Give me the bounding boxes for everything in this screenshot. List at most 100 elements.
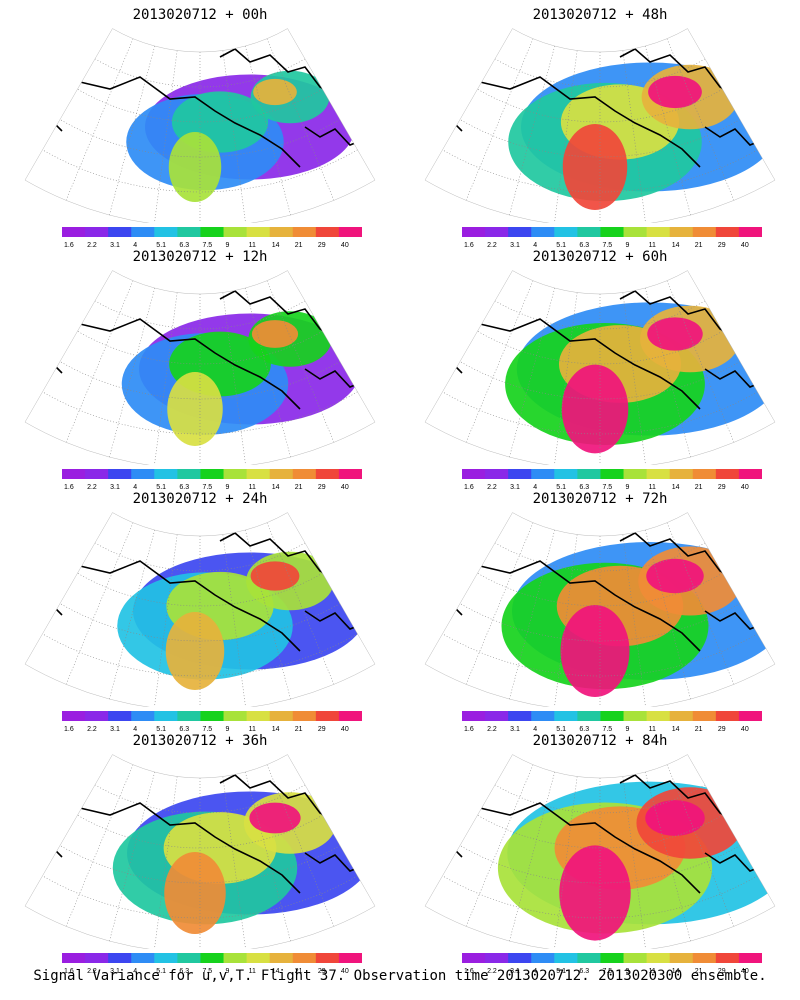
colorbar-swatch	[485, 469, 509, 479]
longitude-line	[222, 776, 246, 949]
colorbar-tick-label: 29	[318, 484, 326, 491]
variance-field	[497, 781, 775, 941]
colorbar-swatch	[600, 227, 625, 237]
colorbar-swatch	[715, 227, 740, 237]
variance-field	[121, 311, 361, 446]
colorbar-swatch	[485, 953, 509, 963]
coastline-path	[479, 560, 701, 652]
forecast-map	[24, 754, 376, 949]
colorbar-tick-label: 9	[226, 242, 230, 249]
longitude-line	[222, 50, 246, 223]
colorbar-swatch	[338, 469, 362, 479]
colorbar-tick-label: 29	[718, 242, 726, 249]
colorbar-tick-label: 7.5	[202, 242, 212, 249]
coastline-path	[79, 802, 301, 894]
colorbar-swatch	[738, 469, 762, 479]
colorbar-tick-label: 21	[695, 968, 703, 975]
latitude-line	[77, 814, 323, 849]
colorbar-swatch	[200, 711, 225, 721]
longitude-line	[554, 534, 578, 707]
graticule	[42, 38, 358, 223]
colorbar-swatch	[246, 469, 271, 479]
colorbar-swatch	[269, 227, 294, 237]
colorbar-swatch	[577, 953, 601, 963]
colorbar-tick-label: 1.6	[464, 968, 474, 975]
forecast-map	[424, 512, 776, 707]
longitude-line	[154, 776, 178, 949]
colorbar-tick-label: 4	[533, 484, 537, 491]
colorbar-tick-label: 6.3	[179, 242, 189, 249]
colorbar-tick-label: 21	[695, 726, 703, 733]
colorbar-tick-label: 40	[741, 968, 749, 975]
colorbar-swatch	[177, 953, 201, 963]
latitude-line	[442, 391, 758, 435]
colorbar-tick-label: 29	[718, 484, 726, 491]
variance-contour	[253, 78, 297, 106]
colorbar-swatch	[554, 711, 578, 721]
colorbar-swatch	[623, 711, 648, 721]
colorbar-swatch	[223, 711, 248, 721]
colorbar-swatch	[338, 711, 362, 721]
colorbar-tick-label: 3.1	[510, 484, 520, 491]
longitude-line	[465, 38, 534, 201]
colorbar-tick-label: 7.5	[602, 726, 612, 733]
colorbar-swatch	[85, 469, 109, 479]
panel-title: 2013020712 + 24h	[132, 491, 268, 507]
latitude-line	[77, 330, 323, 365]
longitude-line	[245, 45, 291, 216]
colorbar-swatch	[131, 953, 155, 963]
panel-title: 2013020712 + 60h	[532, 249, 668, 265]
colorbar-swatch	[462, 953, 486, 963]
colorbar-tick-label: 5.1	[156, 242, 166, 249]
longitude-line	[554, 50, 578, 223]
colorbar-swatch	[600, 953, 625, 963]
longitude-line	[509, 771, 555, 942]
latitude-line	[459, 845, 741, 884]
panel-title: 2013020712 + 12h	[132, 249, 268, 265]
colorbar-tick-label: 2.2	[87, 968, 97, 975]
colorbar-tick-label: 9	[626, 726, 630, 733]
colorbar-swatch	[131, 711, 155, 721]
map-panel-72h: 2013020712 + 72h 1.6 2.2 3.1 4 5.1 6.3 7.5 9 11 1…	[410, 489, 790, 733]
colorbar-tick-label: 7.5	[602, 968, 612, 975]
colorbar-tick-label: 9	[626, 242, 630, 249]
longitude-line	[554, 776, 578, 949]
graticule	[42, 764, 358, 949]
map-panel-60h: 2013020712 + 60h 1.6 2.2 3.1 4 5.1 6.3 7.5 9 11 1…	[410, 247, 790, 491]
colorbar-swatch	[108, 953, 132, 963]
colorbar-tick-label: 29	[318, 726, 326, 733]
colorbar-swatch	[554, 227, 578, 237]
colorbar-swatch	[646, 711, 671, 721]
colorbar-swatch	[62, 953, 86, 963]
longitude-line	[645, 529, 691, 700]
longitude-line	[65, 522, 134, 685]
colorbar-tick-label: 11	[249, 726, 256, 733]
colorbar-swatch	[315, 711, 340, 721]
colorbar-swatch	[246, 953, 271, 963]
colorbar-tick-label: 11	[649, 242, 656, 249]
colorbar-tick-label: 40	[341, 242, 349, 249]
colorbar: 1.6 2.2 3.1 4 5.1 6.3 7.5 9 11 14 21 29 40	[62, 469, 362, 491]
colorbar-tick-label: 5.1	[156, 968, 166, 975]
forecast-map	[424, 754, 776, 949]
colorbar-swatch	[269, 711, 294, 721]
latitude-line	[477, 88, 723, 123]
latitude-line	[477, 572, 723, 607]
colorbar-tick-label: 3.1	[110, 242, 120, 249]
colorbar-swatch	[623, 953, 648, 963]
colorbar-swatch	[223, 953, 248, 963]
variance-contour	[559, 845, 631, 941]
colorbar-swatch	[154, 469, 178, 479]
colorbar-tick-label: 1.6	[464, 242, 474, 249]
colorbar-tick-label: 11	[649, 726, 656, 733]
latitude-line	[42, 391, 358, 435]
colorbar-swatch	[246, 227, 271, 237]
longitude-line	[465, 522, 534, 685]
longitude-line	[509, 45, 555, 216]
colorbar-swatch	[269, 953, 294, 963]
colorbar-tick-label: 21	[695, 242, 703, 249]
colorbar-swatch	[315, 953, 340, 963]
longitude-line	[666, 280, 735, 443]
colorbar-swatch	[315, 469, 340, 479]
colorbar-swatch	[554, 953, 578, 963]
